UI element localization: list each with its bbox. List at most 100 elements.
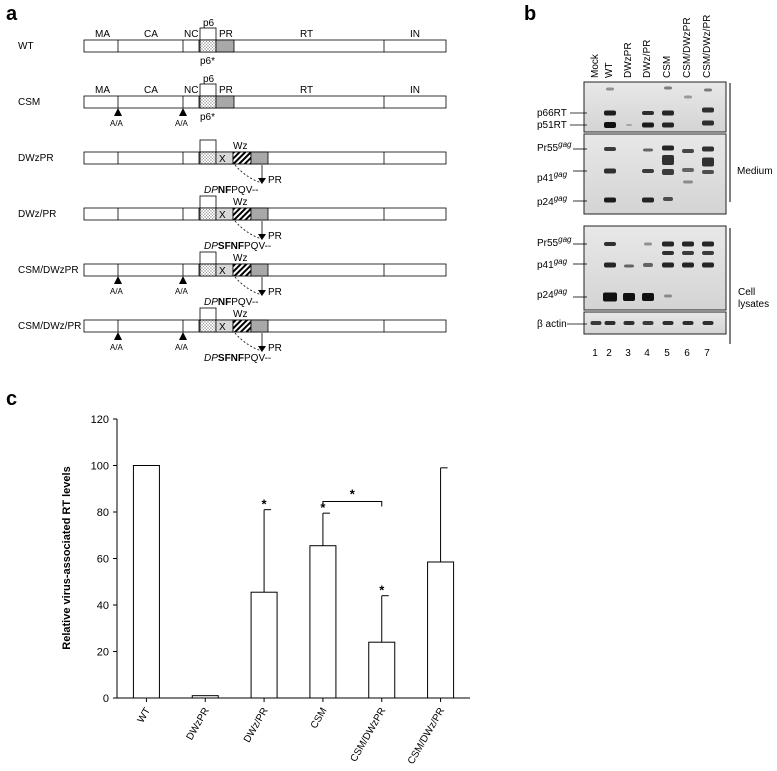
bar-csm-dwzpr	[368, 641, 396, 699]
aa-label: A/A	[175, 343, 189, 352]
seq-bold: NF	[218, 185, 231, 196]
blot-band	[702, 157, 714, 167]
seq-italic: DP	[204, 185, 218, 196]
lysate-label-line1: Cell	[738, 287, 755, 298]
p51rt-label: p51RT	[537, 120, 567, 131]
blot-band	[684, 95, 692, 99]
gag-sup: gag	[554, 287, 568, 296]
blot-band	[604, 110, 616, 116]
gag-base: p41	[537, 173, 554, 184]
x-tick-label: WT	[136, 706, 153, 725]
x-label: X	[219, 266, 226, 277]
bar-dwzpr	[191, 695, 219, 699]
cleavage-arrowhead	[258, 346, 266, 352]
lysate-label-line2: lysates	[738, 299, 769, 310]
lane-header: WT	[604, 62, 615, 78]
construct-name: DWzPR	[18, 153, 54, 164]
lane-number: 3	[625, 348, 631, 359]
pr-label: PR	[219, 85, 233, 96]
panel-b-label: b	[524, 3, 536, 25]
significance-mark: *	[320, 500, 326, 515]
blot-band	[604, 197, 616, 203]
pr-arrow-label: PR	[268, 343, 282, 354]
cleavage-arrow	[234, 220, 263, 240]
gag-label: p41gag	[537, 257, 568, 272]
seq-bold: NF	[218, 297, 231, 308]
cleavage-sequence: DPNFPQV--	[204, 185, 258, 196]
blot-band	[642, 197, 654, 203]
wz-block	[232, 151, 252, 165]
seq-rest: PQV--	[231, 185, 258, 196]
blot-band	[702, 107, 714, 113]
mutation-arrowhead	[114, 332, 122, 340]
p6star-box	[199, 151, 217, 165]
blot-band	[663, 197, 673, 201]
pr-block	[250, 151, 269, 165]
construct-bar	[83, 95, 447, 109]
gag-sup: gag	[558, 235, 572, 244]
significance-mark: *	[262, 497, 268, 512]
bar-csm	[309, 545, 337, 699]
ca-label: CA	[144, 29, 158, 40]
pr-label: PR	[219, 29, 233, 40]
gag-label: p41gag	[537, 170, 568, 185]
p6star-box	[199, 319, 217, 333]
blot-band	[662, 155, 674, 165]
mutation-arrowhead	[179, 332, 187, 340]
blot-band	[702, 241, 714, 247]
blot-band	[642, 321, 654, 325]
x-tick-label: DWzPR	[185, 706, 212, 742]
cleavage-arrowhead	[258, 234, 266, 240]
y-tick-label: 120	[91, 414, 109, 426]
p6-box	[199, 307, 217, 321]
construct-csm-dwzpr: CSM/DWzPR X Wz PR DPNFPQV-- A/A A/A	[18, 251, 447, 308]
gag-sup: gag	[554, 194, 568, 203]
wz-label: Wz	[233, 141, 247, 152]
mutation-arrowhead	[114, 276, 122, 284]
blot-band	[626, 124, 632, 126]
blot-band	[662, 122, 674, 128]
wz-block	[232, 207, 252, 221]
seq-bold: SFNF	[218, 241, 244, 252]
gag-base: p41	[537, 260, 554, 271]
lane-header: CSM	[662, 56, 673, 78]
blot-band	[604, 262, 616, 268]
ca-label: CA	[144, 85, 158, 96]
blot-band	[702, 170, 714, 174]
construct-name: CSM/DWz/PR	[18, 321, 81, 332]
construct-name: WT	[18, 41, 34, 52]
construct-bar	[83, 39, 447, 53]
y-tick-label: 40	[97, 600, 109, 612]
pr-arrow-label: PR	[268, 287, 282, 298]
p6star-label: p6*	[200, 56, 215, 67]
construct-diagrams: WT MA CA NC p6 PR RT IN p6* CSM MA CA NC p6 PR RT IN p6* A…	[18, 18, 447, 364]
aa-label: A/A	[175, 119, 189, 128]
western-blot: Mock WT DWzPR DWz/PR CSM CSM/DWzPR CSM/DWz/PR …	[537, 15, 773, 359]
wz-label: Wz	[233, 309, 247, 320]
seq-bold: SFNF	[218, 353, 244, 364]
bar-wt	[132, 465, 160, 699]
gag-label: Pr55gag	[537, 140, 572, 155]
mutation-arrowhead	[179, 276, 187, 284]
significance-mark: *	[379, 583, 385, 598]
pr-block	[250, 263, 269, 277]
seq-rest: PQV--	[244, 241, 271, 252]
seq-rest: PQV--	[244, 353, 271, 364]
rt-labels: p66RT p51RT	[537, 108, 587, 131]
blot-band	[662, 321, 674, 325]
blot-band	[702, 251, 714, 255]
blot-band	[642, 169, 654, 173]
construct-dwzpr: DWzPR X Wz PR DPNFPQV--	[18, 139, 447, 196]
gag-base: Pr55	[537, 143, 559, 154]
pr-arrow-label: PR	[268, 231, 282, 242]
seq-italic: DP	[204, 241, 218, 252]
blot-band	[682, 149, 694, 153]
blot-band	[702, 146, 714, 152]
x-tick-label: CSM/DWzPR	[349, 706, 389, 764]
blot-band	[604, 122, 616, 128]
blot-band	[702, 262, 714, 268]
p66rt-label: p66RT	[537, 108, 567, 119]
